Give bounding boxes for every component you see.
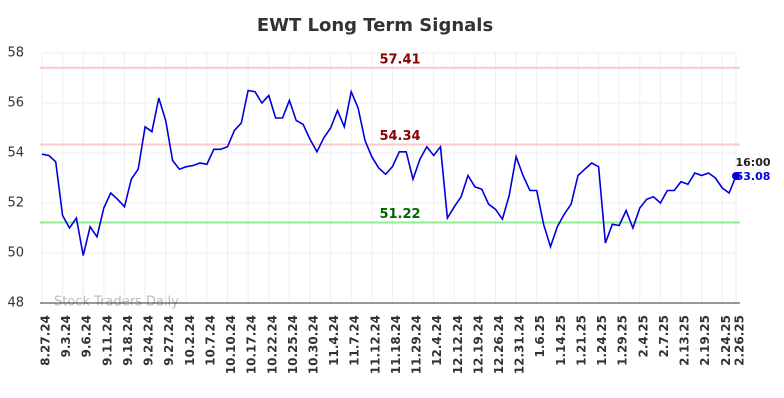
x-tick-label: 1.24.25 <box>595 315 609 366</box>
x-tick-label: 10.10.24 <box>224 315 238 374</box>
x-tick-label: 2.24.25 <box>719 315 733 366</box>
x-tick-label: 12.31.24 <box>513 315 527 374</box>
x-tick-label: 10.7.24 <box>203 315 217 366</box>
x-tick-label: 9.24.24 <box>142 315 156 366</box>
x-tick-label: 11.4.24 <box>327 315 341 366</box>
x-tick-label: 10.17.24 <box>245 315 259 374</box>
y-tick-label: 48 <box>7 296 24 311</box>
x-tick-label: 1.6.25 <box>533 315 547 358</box>
x-tick-label: 10.22.24 <box>265 315 279 374</box>
price-line <box>41 88 737 256</box>
x-tick-label: 12.4.24 <box>430 315 444 366</box>
x-tick-label: 10.2.24 <box>183 315 197 366</box>
x-tick-label: 11.18.24 <box>389 315 403 374</box>
x-tick-label: 8.27.24 <box>39 315 53 366</box>
x-tick-label: 12.26.24 <box>492 315 506 374</box>
x-tick-label: 1.21.25 <box>574 315 588 366</box>
x-tick-label: 1.14.25 <box>554 315 568 366</box>
x-tick-label: 10.25.24 <box>286 315 300 374</box>
x-tick-label: 1.29.25 <box>616 315 630 366</box>
x-tick-label: 11.7.24 <box>348 315 362 366</box>
x-tick-label: 2.7.25 <box>657 315 671 358</box>
x-tick-label: 11.29.24 <box>410 315 424 374</box>
last-value: 53.08 <box>736 170 771 183</box>
x-tick-label: 12.12.24 <box>451 315 465 374</box>
x-tick-label: 9.27.24 <box>162 315 176 366</box>
x-tick-label: 9.3.24 <box>59 315 73 358</box>
signal-label: 51.22 <box>379 207 420 222</box>
chart-title: EWT Long Term Signals <box>257 15 493 36</box>
x-tick-label: 2.26.25 <box>733 315 747 366</box>
x-tick-label: 9.6.24 <box>80 315 94 358</box>
x-tick-label: 11.12.24 <box>368 315 382 374</box>
x-tick-label: 2.19.25 <box>698 315 712 366</box>
y-tick-label: 54 <box>7 146 24 161</box>
last-time: 16:00 <box>735 156 770 169</box>
y-tick-label: 52 <box>7 196 24 211</box>
signal-label: 54.34 <box>379 129 420 144</box>
x-tick-label: 2.4.25 <box>636 315 650 358</box>
x-tick-label: 12.19.24 <box>471 315 485 374</box>
signal-label: 57.41 <box>379 52 420 67</box>
last-point <box>732 172 740 180</box>
x-tick-label: 10.30.24 <box>306 315 320 374</box>
x-tick-label: 2.13.25 <box>678 315 692 366</box>
x-tick-label: 9.18.24 <box>121 315 135 366</box>
x-tick-label: 9.11.24 <box>100 315 114 366</box>
watermark: Stock Traders Daily <box>54 295 179 310</box>
y-tick-label: 58 <box>7 46 24 61</box>
y-tick-label: 50 <box>7 246 24 261</box>
y-tick-label: 56 <box>7 96 24 111</box>
